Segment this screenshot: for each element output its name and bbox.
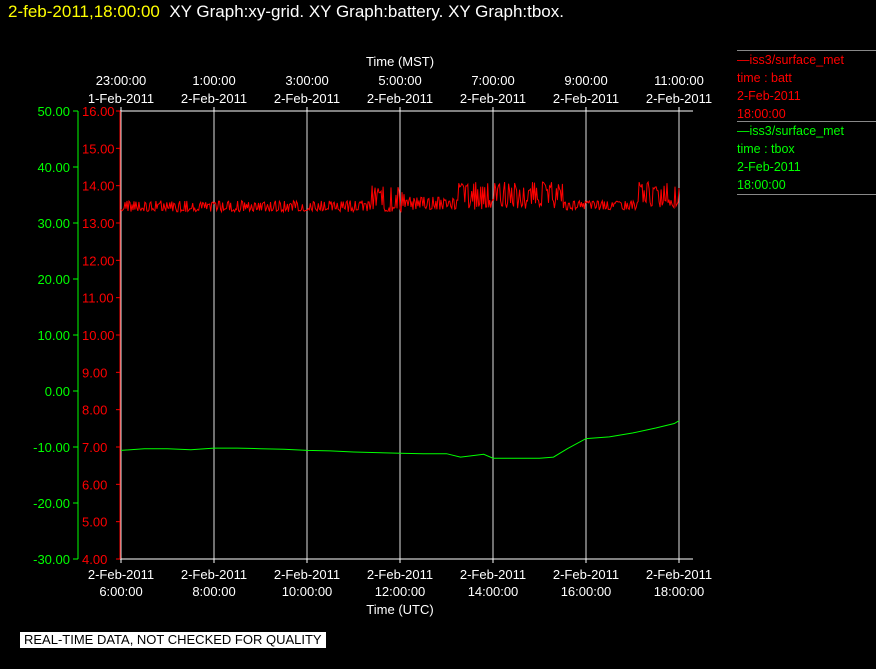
timestamp: 2-feb-2011,18:00:00 [8, 2, 160, 21]
tbox-tick-label: 20.00 [37, 272, 70, 287]
top-tick-time: 23:00:00 [96, 73, 147, 88]
bottom-axis-title: Time (UTC) [366, 602, 433, 617]
bottom-tick-date: 2-Feb-2011 [646, 567, 712, 582]
batt-tick-label: 13.00 [82, 216, 115, 231]
batt-tick-label: 14.00 [82, 179, 115, 194]
batt-tick-label: 5.00 [82, 515, 107, 530]
batt-tick-label: 10.00 [82, 328, 115, 343]
legend-tbox: —iss3/surface_met time : tbox 2-Feb-2011… [737, 121, 876, 195]
tbox-tick-label: 40.00 [37, 160, 70, 175]
series-layer [120, 180, 680, 459]
legend-batt-station: —iss3/surface_met [737, 53, 844, 67]
batt-tick-label: 16.00 [82, 104, 115, 119]
batt-tick-label: 7.00 [82, 440, 107, 455]
legend-batt-date: 2-Feb-2011 [737, 89, 801, 103]
top-tick-date: 2-Feb-2011 [460, 91, 526, 106]
top-tick-time: 1:00:00 [192, 73, 235, 88]
top-tick-date: 2-Feb-2011 [646, 91, 712, 106]
top-axis-title: Time (MST) [366, 54, 434, 69]
bottom-tick-date: 2-Feb-2011 [181, 567, 247, 582]
top-tick-date: 1-Feb-2011 [88, 91, 154, 106]
legend-tbox-time: 18:00:00 [737, 178, 786, 192]
bottom-tick-time: 10:00:00 [282, 584, 333, 599]
quality-disclaimer: REAL-TIME DATA, NOT CHECKED FOR QUALITY [20, 632, 326, 648]
bottom-tick-date: 2-Feb-2011 [367, 567, 433, 582]
legend-tbox-date: 2-Feb-2011 [737, 160, 801, 174]
bottom-tick-date: 2-Feb-2011 [88, 567, 154, 582]
tbox-series-line [120, 420, 680, 459]
tbox-tick-label: 10.00 [37, 328, 70, 343]
top-tick-date: 2-Feb-2011 [553, 91, 619, 106]
tbox-tick-label: -10.00 [33, 440, 70, 455]
legend-batt-time: 18:00:00 [737, 107, 786, 121]
batt-tick-label: 4.00 [82, 552, 107, 567]
top-tick-time: 3:00:00 [285, 73, 328, 88]
bottom-tick-time: 16:00:00 [561, 584, 612, 599]
top-tick-time: 7:00:00 [471, 73, 514, 88]
bottom-tick-time: 6:00:00 [99, 584, 142, 599]
top-tick-time: 9:00:00 [564, 73, 607, 88]
tbox-tick-label: -20.00 [33, 496, 70, 511]
top-tick-date: 2-Feb-2011 [367, 91, 433, 106]
legend-tbox-series: time : tbox [737, 142, 795, 156]
legend-batt: —iss3/surface_met time : batt 2-Feb-2011… [737, 50, 876, 123]
axes-layer [73, 107, 693, 563]
bottom-tick-time: 18:00:00 [654, 584, 705, 599]
batt-tick-label: 15.00 [82, 141, 115, 156]
bottom-tick-date: 2-Feb-2011 [553, 567, 619, 582]
batt-tick-label: 12.00 [82, 253, 115, 268]
bottom-tick-time: 12:00:00 [375, 584, 426, 599]
top-tick-date: 2-Feb-2011 [274, 91, 340, 106]
labels-layer: 50.00 40.00 30.00 20.00 10.00 0.00 -10.00 -20.0… [33, 54, 712, 617]
legend-batt-series: time : batt [737, 71, 792, 85]
title-bar: 2-feb-2011,18:00:00 XY Graph:xy-grid. XY… [8, 2, 564, 22]
batt-tick-label: 6.00 [82, 477, 107, 492]
batt-tick-label: 11.00 [82, 291, 114, 306]
top-tick-time: 11:00:00 [654, 73, 704, 88]
batt-series-line [120, 180, 680, 214]
bottom-tick-time: 14:00:00 [468, 584, 519, 599]
tbox-tick-label: -30.00 [33, 552, 70, 567]
top-tick-date: 2-Feb-2011 [181, 91, 247, 106]
bottom-tick-date: 2-Feb-2011 [274, 567, 340, 582]
batt-tick-label: 9.00 [82, 365, 107, 380]
top-tick-time: 5:00:00 [378, 73, 421, 88]
tbox-tick-label: 50.00 [37, 104, 70, 119]
gridlines [120, 111, 680, 559]
tbox-tick-label: 0.00 [45, 384, 70, 399]
bottom-tick-time: 8:00:00 [192, 584, 235, 599]
bottom-tick-date: 2-Feb-2011 [460, 567, 526, 582]
graph-titles: XY Graph:xy-grid. XY Graph:battery. XY G… [169, 2, 564, 21]
legend-tbox-station: —iss3/surface_met [737, 124, 844, 138]
tbox-tick-label: 30.00 [37, 216, 70, 231]
batt-tick-label: 8.00 [82, 403, 107, 418]
